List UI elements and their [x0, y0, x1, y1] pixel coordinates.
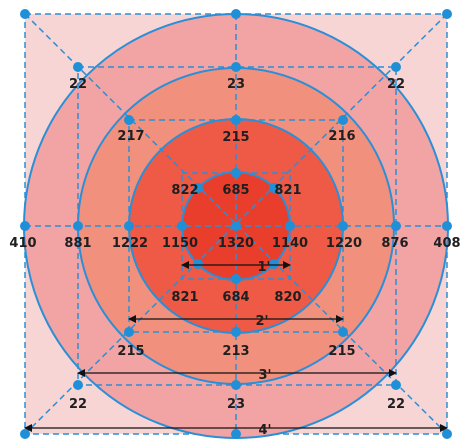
value-ring3-right: 876: [381, 236, 408, 251]
point-ring2-right: [338, 221, 348, 231]
value-ring1-bl: 821: [171, 290, 198, 305]
point-ring3-right: [391, 221, 401, 231]
point-ring2-bottom: [231, 327, 241, 337]
point-ring1-tl: [193, 183, 203, 193]
point-ring4-left: [20, 221, 30, 231]
value-ring3-tl: 22: [69, 77, 87, 92]
point-ring1-bottom: [231, 274, 241, 284]
point-ring3-left: [73, 221, 83, 231]
value-ring1-left: 1150: [162, 236, 198, 251]
value-ring3-tr: 22: [387, 77, 405, 92]
value-labels: 1320 685 684 1150 1140 822 821 821 820 2…: [9, 77, 460, 412]
point-ring3-br: [391, 380, 401, 390]
point-corner-tl: [20, 9, 30, 19]
dimension-label-1: 1': [257, 260, 270, 275]
value-ring4-left: 410: [9, 236, 36, 251]
point-corner-bl: [20, 429, 30, 439]
value-ring1-tr: 821: [274, 183, 301, 198]
value-ring4-right: 408: [433, 236, 460, 251]
dimension-label-3: 3': [258, 368, 271, 383]
point-ring2-tl: [124, 115, 134, 125]
point-ring1-left: [177, 221, 187, 231]
value-ring3-top: 23: [227, 77, 245, 92]
point-ring2-bl: [124, 327, 134, 337]
point-center: [231, 221, 241, 231]
point-ring2-tr: [338, 115, 348, 125]
point-ring3-tr: [391, 62, 401, 72]
value-ring2-bottom: 213: [222, 344, 249, 359]
point-ring1-right: [285, 221, 295, 231]
point-ring3-tl: [73, 62, 83, 72]
measurement-points: [20, 9, 452, 439]
value-ring1-top: 685: [222, 183, 249, 198]
dimension-label-2: 2': [255, 314, 268, 329]
dimension-lines: [24, 261, 448, 432]
point-ring3-top: [231, 62, 241, 72]
value-ring1-br: 820: [274, 290, 301, 305]
value-ring1-right: 1140: [272, 236, 308, 251]
point-ring3-bl: [73, 380, 83, 390]
dimension-label-4: 4': [258, 423, 271, 438]
point-ring2-left: [124, 221, 134, 231]
value-ring2-top: 215: [222, 130, 249, 145]
value-ring1-bottom: 684: [222, 290, 249, 305]
value-ring2-left: 1222: [112, 236, 148, 251]
point-ring1-tr: [269, 183, 279, 193]
point-bottom-edge: [231, 429, 241, 439]
value-ring1-tl: 822: [171, 183, 198, 198]
point-ring1-bl: [193, 259, 203, 269]
value-ring3-bottom: 23: [227, 397, 245, 412]
value-center: 1320: [218, 236, 254, 251]
value-ring2-br: 215: [328, 344, 355, 359]
point-ring4-right: [442, 221, 452, 231]
point-ring2-top: [231, 115, 241, 125]
point-ring3-bottom: [231, 380, 241, 390]
point-ring2-br: [338, 327, 348, 337]
value-ring2-bl: 215: [117, 344, 144, 359]
value-ring3-left: 881: [64, 236, 91, 251]
point-ring1-top: [231, 168, 241, 178]
value-ring2-right: 1220: [326, 236, 362, 251]
value-ring3-bl: 22: [69, 397, 87, 412]
point-top-edge: [231, 9, 241, 19]
value-ring2-tl: 217: [117, 129, 144, 144]
point-corner-tr: [442, 9, 452, 19]
point-corner-br: [442, 429, 452, 439]
value-ring3-br: 22: [387, 397, 405, 412]
value-ring2-tr: 216: [328, 129, 355, 144]
